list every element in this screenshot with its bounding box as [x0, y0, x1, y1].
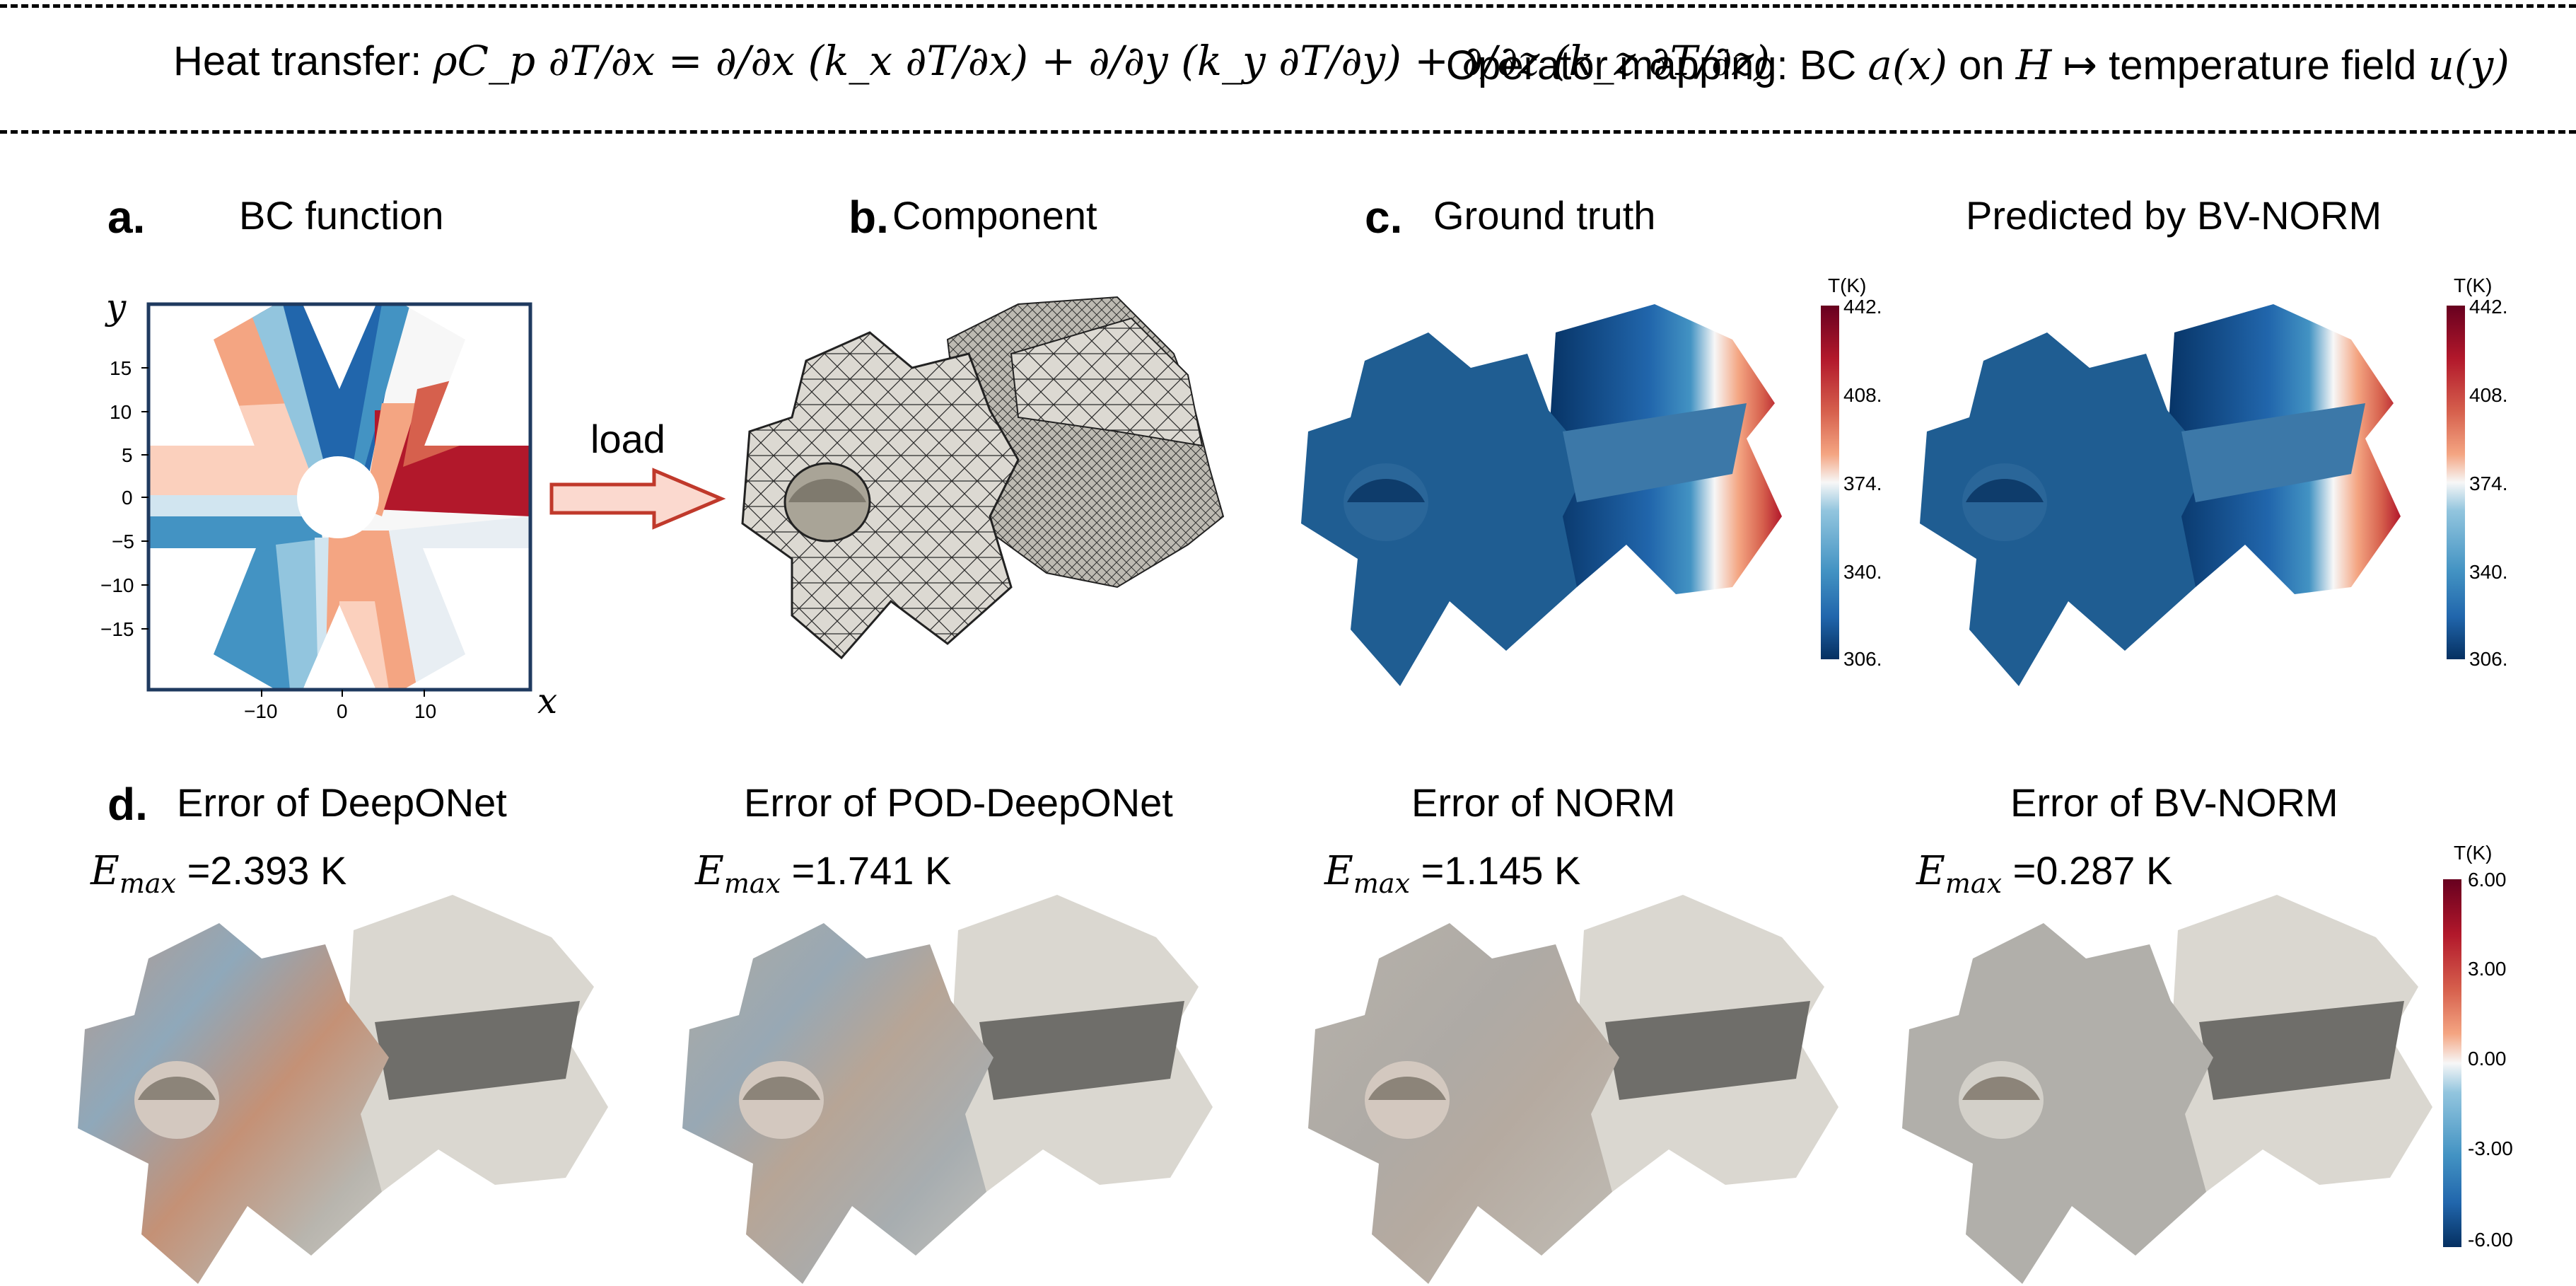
colorbar-tick: 374. [2469, 473, 2508, 494]
load-label: load [590, 417, 665, 461]
error-title: Error of BV-NORM [2010, 780, 2338, 825]
emax-value: =0.287 K [2012, 848, 2173, 893]
error-gear-bv-norm [1902, 895, 2432, 1284]
y-tick-label: 10 [110, 401, 132, 423]
mapping-a: a(x) [1867, 41, 1947, 89]
bc-function-plot [141, 302, 532, 697]
emax-symbol: E [1324, 848, 1353, 894]
panel-b-title: Component [892, 193, 1097, 238]
colorbar-unit: T(K) [1828, 274, 1867, 296]
y-tick-label: 0 [122, 487, 133, 509]
colorbar-tick: 374. [1843, 473, 1882, 494]
y-tick-label: −5 [112, 531, 134, 552]
center-hole [297, 456, 379, 538]
emax-sub: max [723, 868, 781, 900]
panel-c-title-gt: Ground truth [1433, 193, 1656, 238]
mapping-prefix: Operator mapping: BC [1446, 42, 1868, 88]
error-colorbar-tick: -3.00 [2468, 1137, 2513, 1159]
panel-c-letter: c. [1365, 192, 1403, 243]
top-dashed-divider [0, 4, 2576, 8]
emax-symbol: E [91, 848, 120, 894]
operator-mapping: Operator mapping: BC a(x) on H ↦ tempera… [1446, 41, 2510, 89]
colorbar-tick: 306. [2469, 648, 2508, 670]
heat-equation: Heat transfer: ρC_p ∂T/∂x = ∂/∂x (k_x ∂T… [173, 37, 1770, 85]
x-ticks [261, 690, 425, 697]
colorbar-tick: 340. [2469, 561, 2508, 583]
colorbar-tick: 442. [2469, 296, 2508, 318]
error-title: Error of NORM [1411, 780, 1676, 825]
error-colorbar-tick: 0.00 [2468, 1048, 2507, 1070]
emax-readout: Emax =2.393 K [91, 847, 346, 899]
mapping-on: on [1947, 42, 2016, 88]
x-axis-label: x [537, 680, 558, 722]
y-tick-label: 5 [122, 444, 133, 466]
component-mesh [741, 296, 1225, 660]
y-ticks [141, 367, 148, 630]
error-title: Error of POD-DeepONet [744, 780, 1173, 825]
x-tick-label: −10 [244, 700, 278, 722]
equation-text: ρC_p ∂T/∂x = ∂/∂x (k_x ∂T/∂x) + ∂/∂y (k_… [433, 37, 1770, 85]
emax-symbol: E [695, 848, 724, 894]
temperature-colorbar [1821, 306, 1839, 659]
emax-readout: Emax =1.741 K [695, 847, 951, 899]
emax-readout: Emax =1.145 K [1324, 847, 1580, 899]
panel-b-letter: b. [849, 192, 889, 243]
colorbar-unit: T(K) [2454, 274, 2493, 296]
x-tick-label: 10 [414, 700, 437, 722]
gear-predicted [1920, 304, 2401, 686]
error-gear-deeponet [78, 895, 608, 1284]
emax-value: =1.741 K [791, 848, 952, 893]
header-dashed-divider [0, 130, 2576, 134]
y-tick-label: −15 [100, 618, 134, 640]
colorbar-tick: 408. [1843, 384, 1882, 406]
emax-value: =2.393 K [187, 848, 347, 893]
error-colorbar-tick: 3.00 [2468, 958, 2507, 980]
y-tick-label: 15 [110, 357, 132, 379]
mapping-arrow: ↦ temperature field [2051, 42, 2428, 88]
emax-sub: max [1353, 868, 1411, 900]
mapping-u: u(y) [2428, 41, 2510, 89]
mapping-h: H [2015, 41, 2052, 89]
load-arrow-icon [549, 468, 726, 530]
x-tick-label: 0 [337, 700, 348, 722]
emax-value: =1.145 K [1421, 848, 1581, 893]
temperature-colorbar [2447, 306, 2465, 659]
y-tick-label: −10 [100, 574, 134, 596]
y-axis-label: y [106, 286, 127, 328]
error-colorbar-unit: T(K) [2454, 842, 2493, 864]
panel-a-title: BC function [239, 193, 444, 238]
emax-sub: max [1945, 868, 2003, 900]
emax-sub: max [119, 868, 177, 900]
gear-ground-truth [1301, 304, 1782, 686]
panel-d-letter: d. [107, 779, 148, 830]
emax-readout: Emax =0.287 K [1916, 847, 2172, 899]
colorbar-tick: 306. [1843, 648, 1882, 670]
error-gear-norm [1308, 895, 1838, 1284]
error-title: Error of DeepONet [177, 780, 507, 825]
emax-symbol: E [1916, 848, 1945, 894]
panel-a-letter: a. [107, 192, 146, 243]
error-colorbar-tick: -6.00 [2468, 1229, 2513, 1251]
equation-prefix: Heat transfer: [173, 38, 433, 84]
error-colorbar [2443, 879, 2461, 1247]
colorbar-tick: 408. [2469, 384, 2508, 406]
error-gear-pod-deeponet [682, 895, 1213, 1284]
panel-c-title-pred: Predicted by BV-NORM [1966, 193, 2382, 238]
error-colorbar-tick: 6.00 [2468, 869, 2507, 891]
colorbar-tick: 340. [1843, 561, 1882, 583]
colorbar-tick: 442. [1843, 296, 1882, 318]
